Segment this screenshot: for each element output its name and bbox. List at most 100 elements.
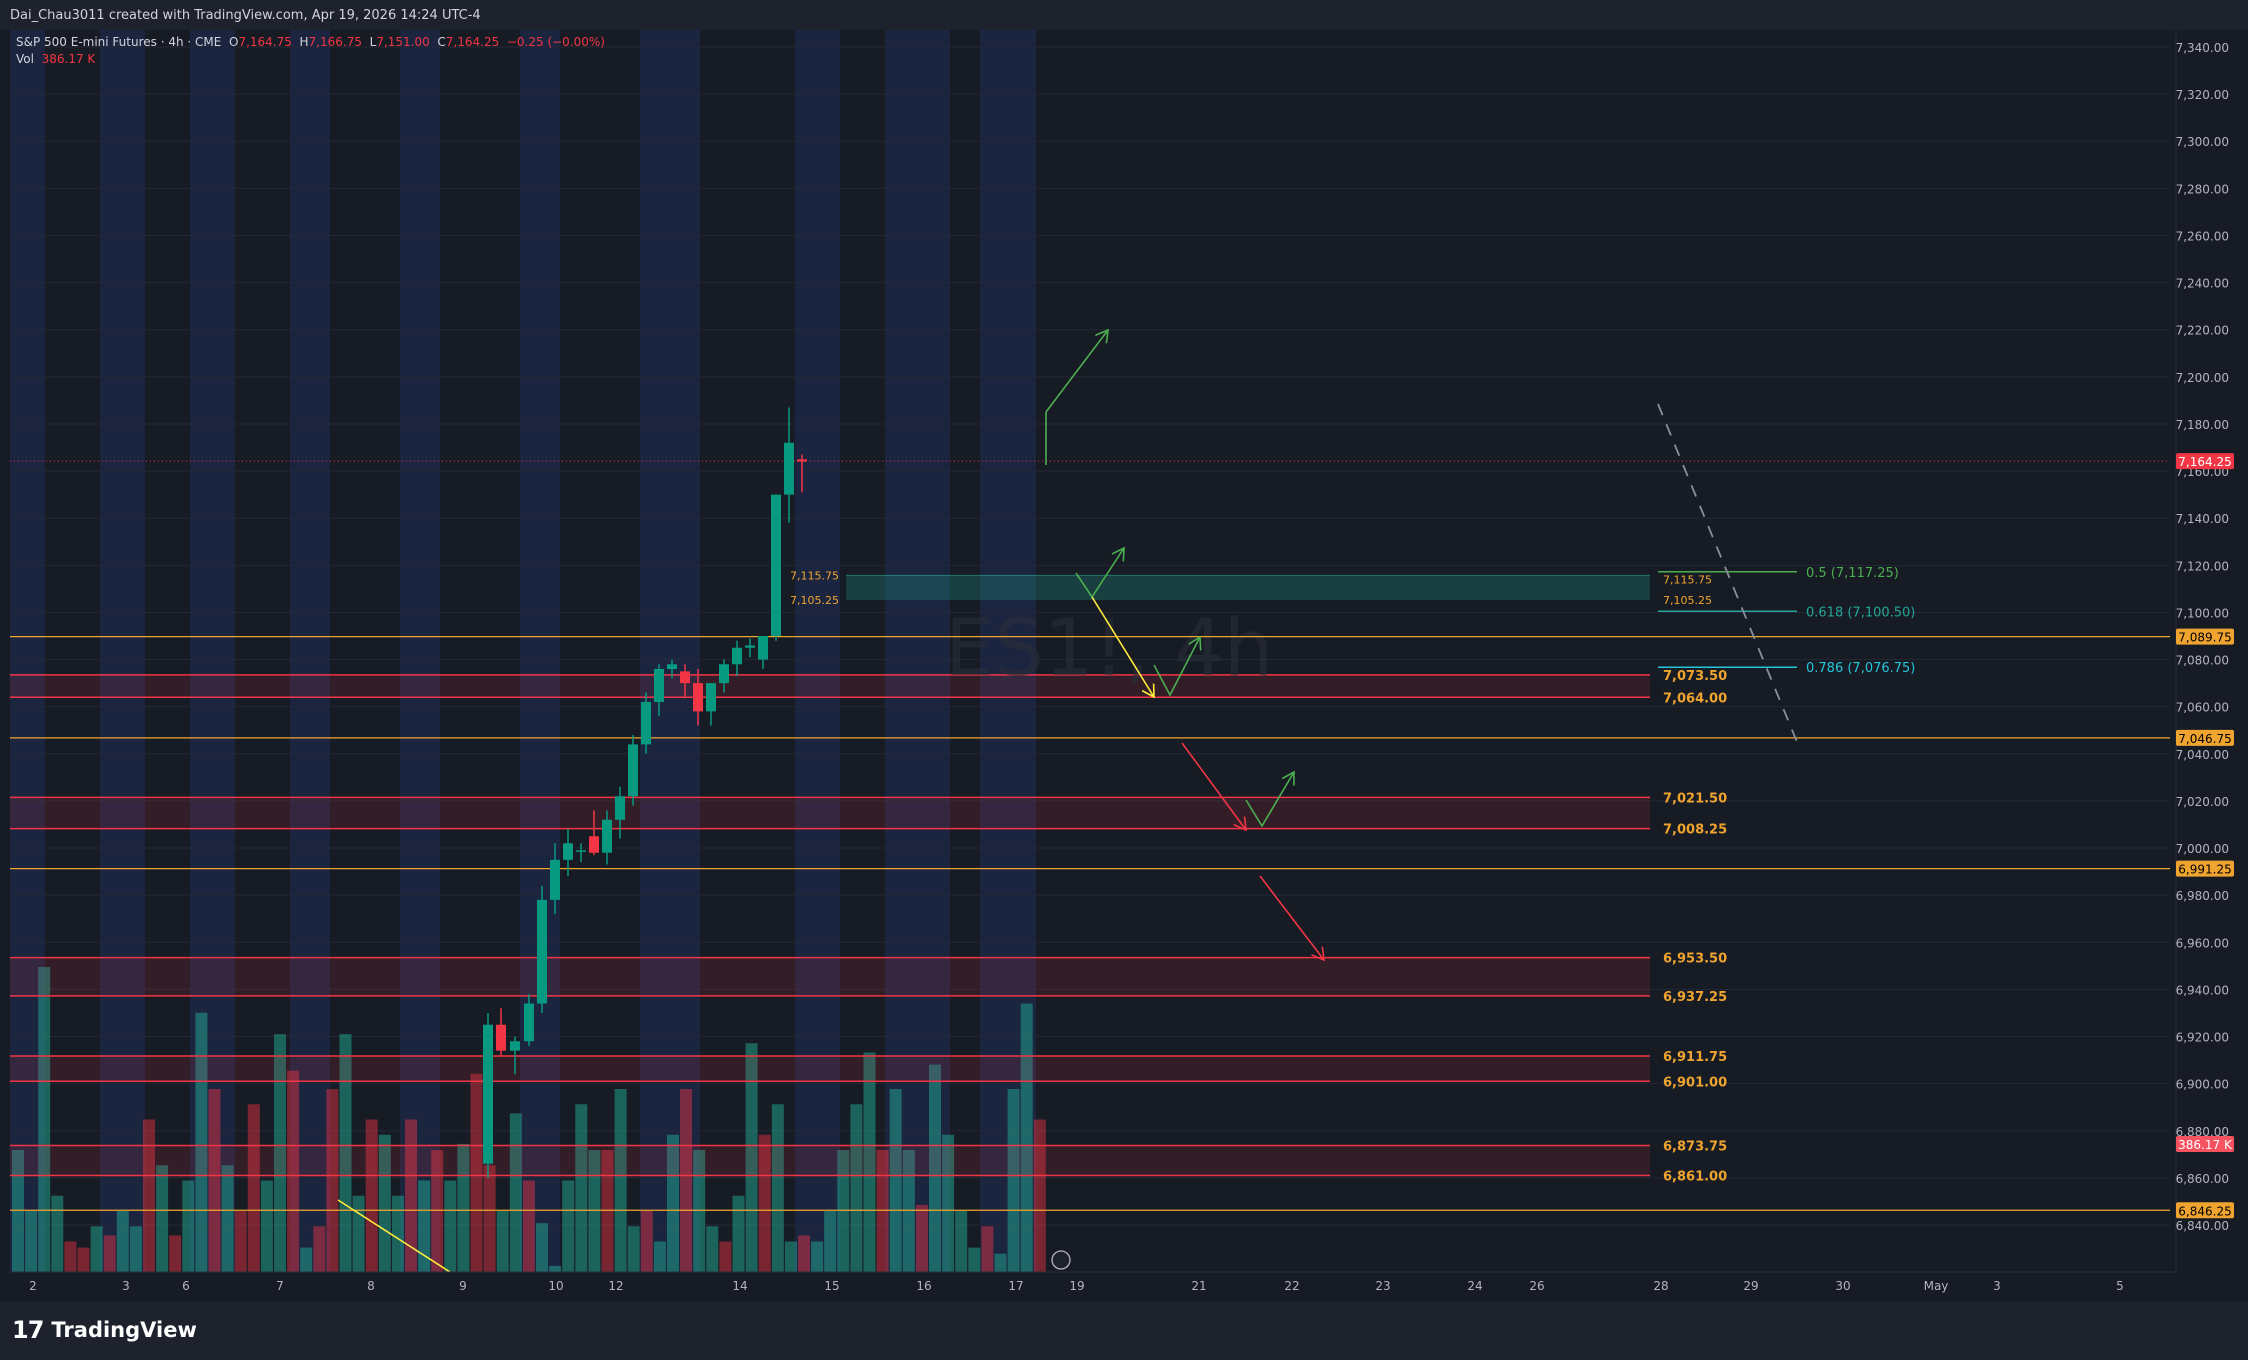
level-tag-3: 6,846.25 <box>2178 1204 2231 1218</box>
volume-bar-70 <box>929 1064 941 1272</box>
red-arrow-down-2 <box>1259 875 1324 960</box>
volume-bar-66 <box>876 1150 889 1272</box>
red-zone-bottom-label-2: 6,937.25 <box>1663 990 1727 1005</box>
candle-body-16 <box>693 683 703 712</box>
volume-bar-59 <box>784 1241 797 1272</box>
volume-bar-33 <box>444 1180 457 1272</box>
volume-bar-29 <box>391 1195 404 1272</box>
session-bands <box>10 30 1036 1272</box>
candle-body-5 <box>550 859 560 900</box>
y-tick-label-20: 6,940.00 <box>2176 983 2229 997</box>
volume-bar-20 <box>274 1034 286 1272</box>
volume-bar-56 <box>745 1043 758 1272</box>
green-zone <box>846 575 1650 601</box>
y-tick-label-25: 6,840.00 <box>2176 1219 2229 1233</box>
candle-body-18 <box>719 664 729 684</box>
level-tag-2: 6,991.25 <box>2178 863 2231 877</box>
volume-bar-45 <box>601 1150 614 1272</box>
fib-label-1: 0.618 (7,100.50) <box>1806 605 1915 620</box>
session-band-5 <box>520 30 560 1272</box>
x-tick-label-16: 24 <box>1467 1279 1482 1293</box>
symbol-description[interactable]: S&P 500 E-mini Futures · 4h · CME <box>16 35 222 49</box>
volume-bar-53 <box>706 1226 719 1272</box>
last-price-tag-bg <box>2176 453 2234 470</box>
red-zone-3 <box>10 1055 1650 1082</box>
volume-bar-17 <box>234 1211 247 1272</box>
y-tick-label-22: 6,900.00 <box>2176 1078 2229 1092</box>
dashed-trendline <box>1657 403 1798 743</box>
volume-bar-9 <box>129 1226 142 1272</box>
session-band-4 <box>400 30 440 1272</box>
volume-label: Vol <box>16 52 34 66</box>
yellow-trendline <box>337 1199 451 1273</box>
zones: 7,073.50 7,064.00 7,021.50 7,008.25 6,953.50… <box>10 569 1727 1185</box>
volume-bar-19 <box>260 1180 273 1272</box>
x-tick-label-14: 22 <box>1284 1279 1299 1293</box>
x-tick-label-18: 28 <box>1653 1279 1668 1293</box>
volume-bar-64 <box>850 1104 863 1272</box>
volume-bar-11 <box>156 1165 169 1272</box>
volume-bar-76 <box>1007 1089 1020 1272</box>
volume-tag: 386.17 K <box>2178 1138 2233 1152</box>
volume-bar-74 <box>981 1226 994 1272</box>
volume-bar-1 <box>25 1211 38 1272</box>
y-tick-label-12: 7,100.00 <box>2176 606 2229 620</box>
y-tick-label-5: 7,240.00 <box>2176 277 2229 291</box>
candle-body-4 <box>537 899 547 1004</box>
level-tag-0: 7,089.75 <box>2178 631 2231 645</box>
volume-bar-38 <box>509 1113 522 1272</box>
y-tick-label-19: 6,960.00 <box>2176 936 2229 950</box>
volume-bar-3 <box>51 1195 64 1272</box>
top-bar: Dai_Chau3011 created with TradingView.co… <box>0 0 2248 30</box>
green-arrow-bounce-2 <box>1245 772 1294 828</box>
volume-bar-65 <box>863 1052 876 1272</box>
volume-bar-24 <box>326 1089 339 1272</box>
fib-label-2: 0.786 (7,076.75) <box>1806 661 1915 676</box>
volume-bar-16 <box>221 1165 234 1272</box>
volume-bar-18 <box>247 1104 260 1272</box>
candle-body-21 <box>758 636 768 660</box>
legend-volume-row: Vol 386.17 K <box>16 51 605 68</box>
volume-bar-40 <box>536 1223 548 1272</box>
candle-body-8 <box>589 836 599 853</box>
low-label: L <box>369 35 377 49</box>
volume-tag-bg <box>2176 1135 2234 1152</box>
x-tick-label-20: 30 <box>1835 1279 1850 1293</box>
volume-bar-2 <box>38 967 51 1272</box>
change-value: −0.25 (−0.00%) <box>506 35 605 49</box>
volume-bar-4 <box>64 1241 77 1272</box>
volume-bar-62 <box>824 1211 837 1272</box>
candle-body-19 <box>732 647 742 665</box>
candles <box>483 407 807 1178</box>
grid <box>10 46 2170 1226</box>
x-tick-label-13: 21 <box>1191 1279 1206 1293</box>
volume-bar-46 <box>614 1089 627 1272</box>
y-tick-label-11: 7,120.00 <box>2176 559 2229 573</box>
volume-bar-15 <box>208 1089 221 1272</box>
volume-bar-22 <box>300 1247 313 1272</box>
volume-bar-72 <box>955 1211 968 1272</box>
y-tick-label-3: 7,280.00 <box>2176 182 2229 196</box>
candle-body-7 <box>576 850 586 852</box>
candle-body-9 <box>602 819 612 853</box>
red-zone-top-label-2: 6,953.50 <box>1663 952 1727 967</box>
volume-bar-25 <box>339 1034 352 1272</box>
tradingview-brand[interactable]: 17 TradingView <box>12 1316 197 1344</box>
volume-bar-12 <box>169 1235 182 1272</box>
x-tick-label-12: 19 <box>1069 1279 1084 1293</box>
high-value: 7,166.75 <box>308 35 362 49</box>
volume-bar-60 <box>798 1235 810 1272</box>
volume-bar-78 <box>1033 1119 1046 1272</box>
candle-body-14 <box>667 664 677 669</box>
volume-bar-75 <box>994 1253 1007 1272</box>
yellow-arrow-down <box>1091 596 1154 697</box>
x-tick-label-22: 3 <box>1993 1279 2001 1293</box>
low-value: 7,151.00 <box>376 35 430 49</box>
red-zone-bottom-label-0: 7,064.00 <box>1663 691 1727 706</box>
candle-body-13 <box>654 668 664 702</box>
watermark: ES1!, 4h <box>945 604 1273 694</box>
volume-bar-55 <box>732 1195 745 1272</box>
candle-body-17 <box>706 683 716 712</box>
